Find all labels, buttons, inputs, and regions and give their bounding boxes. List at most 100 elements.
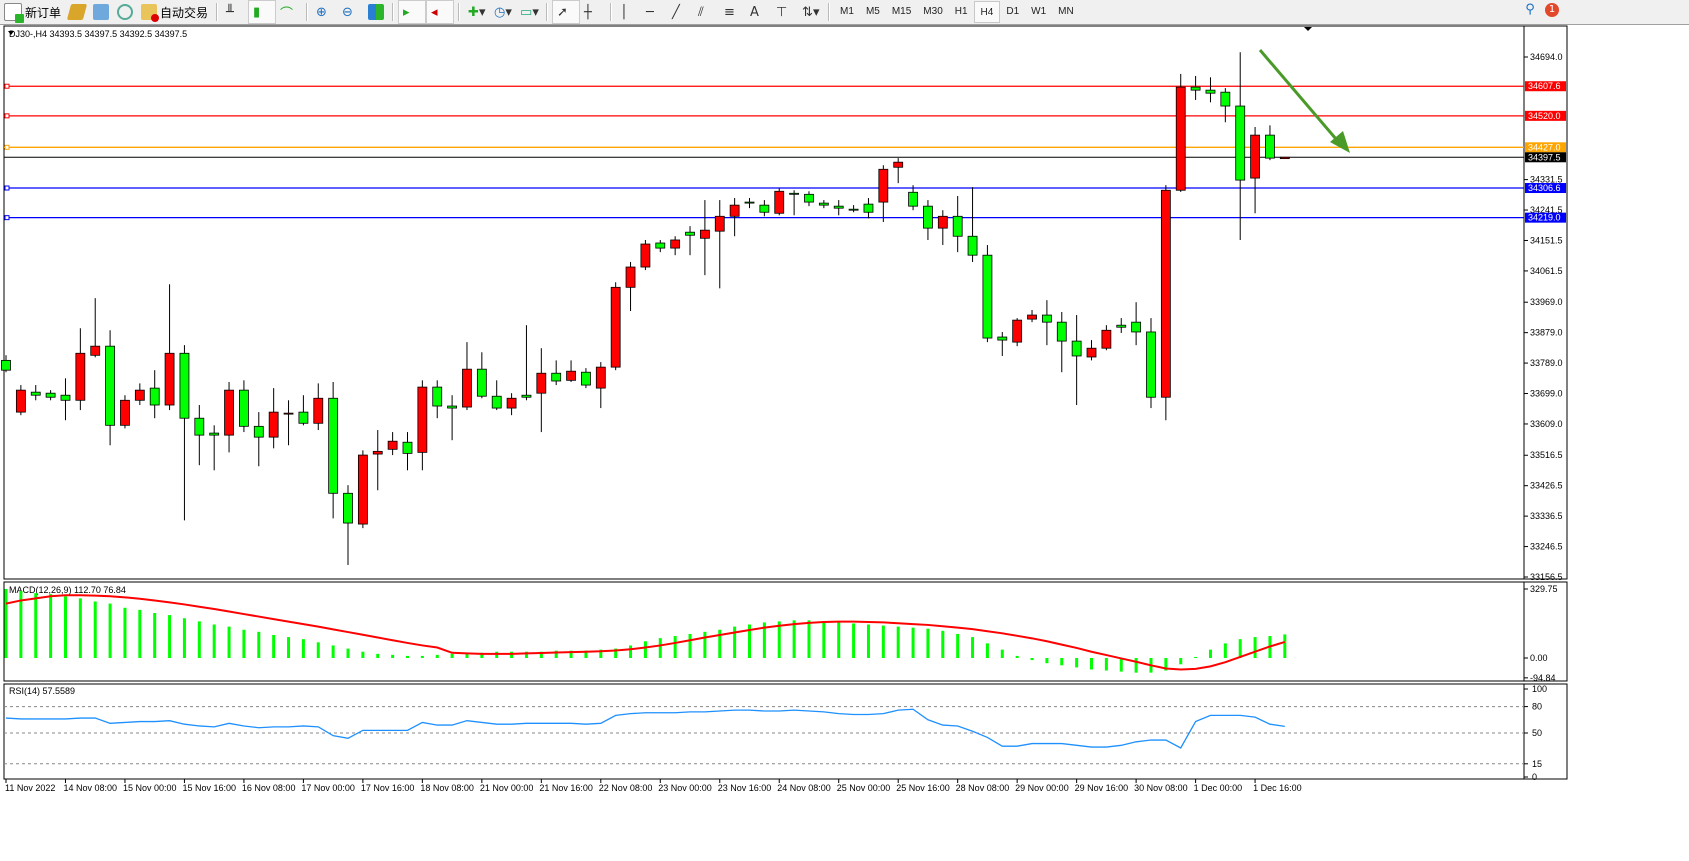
rsi-tick-label: 50: [1532, 728, 1542, 738]
macd-bar: [34, 593, 38, 658]
line-handle[interactable]: [4, 144, 10, 150]
zoom-in-button[interactable]: ⊕: [312, 1, 338, 23]
macd-bar: [465, 652, 469, 658]
new-order-button[interactable]: 新订单: [0, 1, 65, 23]
timeframe-d1[interactable]: D1: [1006, 5, 1020, 17]
candle-body: [566, 370, 576, 381]
navigator-button[interactable]: [89, 1, 113, 23]
macd-bar: [911, 627, 915, 658]
market-watch-button[interactable]: [65, 1, 89, 23]
auto-trading-button[interactable]: 自动交易: [137, 1, 212, 23]
candle-body: [818, 202, 829, 206]
symbol-menu-icon[interactable]: [8, 31, 14, 35]
time-label: 18 Nov 08:00: [420, 783, 474, 793]
zoom-in-icon: ⊕: [316, 4, 327, 20]
auto-scroll-button[interactable]: ▸: [398, 0, 427, 24]
timeframe-m30[interactable]: M30: [923, 5, 943, 17]
timeframe-m1[interactable]: M1: [840, 5, 854, 17]
crosshair-button[interactable]: ┼: [580, 1, 606, 23]
zoom-out-button[interactable]: ⊖: [338, 1, 364, 23]
notification-icon[interactable]: 1: [1545, 2, 1559, 17]
candle-body: [670, 239, 681, 249]
candle-body: [908, 191, 918, 207]
time-label: 21 Nov 16:00: [539, 783, 593, 793]
time-label: 22 Nov 08:00: [599, 783, 653, 793]
candle-body: [298, 411, 309, 424]
zoom-out-icon: ⊖: [342, 4, 353, 20]
timeframe-m15[interactable]: M15: [891, 5, 912, 17]
timeframe-mn[interactable]: MN: [1058, 5, 1074, 17]
rsi-tick-label: 80: [1532, 702, 1542, 712]
arrows-button[interactable]: ⇅ ▾: [802, 4, 820, 20]
periods-button[interactable]: ◷ ▾: [494, 4, 512, 20]
candle-body: [833, 205, 844, 209]
candle-body: [1116, 324, 1127, 328]
chart-window[interactable]: DJ30-,H4 34393.5 34397.5 34392.5 34397.5…: [0, 25, 1689, 861]
candle-body: [1, 359, 11, 371]
templates-button[interactable]: ▭ ▾: [520, 4, 539, 20]
candle: [75, 328, 86, 411]
candle: [536, 348, 547, 433]
cursor-button[interactable]: ➚: [552, 0, 581, 24]
candle-body: [30, 391, 41, 396]
line-handle[interactable]: [4, 215, 10, 221]
crosshair-icon: ┼: [584, 4, 592, 20]
indicators-button[interactable]: ✚ ▾: [468, 4, 486, 20]
candle: [45, 390, 56, 401]
equidistant-channel-button[interactable]: ⫽: [694, 1, 720, 23]
toolbar-divider: [306, 3, 309, 21]
candle-body: [506, 397, 517, 409]
macd-bar: [1223, 643, 1227, 658]
chart-header: DJ30-,H4 34393.5 34397.5 34392.5 34397.5: [9, 29, 187, 39]
bar-chart-button[interactable]: ╨: [222, 1, 248, 23]
candle-body: [328, 397, 339, 494]
line-handle[interactable]: [4, 113, 10, 119]
macd-bar: [718, 629, 722, 658]
candle: [625, 261, 636, 311]
search-icon[interactable]: ⚲: [1525, 2, 1535, 17]
candlestick-icon: ▮: [253, 4, 261, 20]
horizontal-line-button[interactable]: ─: [642, 1, 668, 23]
text-label-button[interactable]: ⊤: [772, 1, 798, 23]
macd-bar: [287, 637, 291, 658]
macd-bar: [539, 651, 543, 658]
candle: [1175, 73, 1186, 192]
timeframe-h1[interactable]: H1: [954, 5, 968, 17]
timeframe-h4[interactable]: H4: [973, 1, 1001, 23]
time-label: 16 Nov 08:00: [242, 783, 296, 793]
price-tick-label: 34241.5: [1530, 205, 1563, 215]
signals-button[interactable]: [113, 1, 137, 23]
candle: [581, 368, 591, 389]
tile-windows-button[interactable]: [364, 1, 388, 23]
macd-bar: [1238, 639, 1242, 658]
macd-bar: [108, 603, 112, 658]
text-icon: A: [750, 4, 759, 20]
candle-body: [967, 235, 978, 256]
candle-body: [105, 345, 115, 426]
line-handle[interactable]: [4, 185, 10, 191]
candle-body: [729, 204, 740, 217]
candle-body: [1190, 86, 1201, 91]
candle: [521, 325, 532, 401]
timeframe-w1[interactable]: W1: [1031, 5, 1047, 17]
timeframe-m5[interactable]: M5: [865, 5, 880, 17]
fibonacci-button[interactable]: ≡: [720, 1, 746, 23]
level-price-label: 34306.6: [1528, 183, 1561, 193]
line-chart-button[interactable]: ⌒: [276, 1, 302, 23]
rsi-tick-label: 100: [1532, 684, 1547, 694]
text-button[interactable]: A: [746, 1, 772, 23]
vertical-line-button[interactable]: │: [616, 1, 642, 23]
candle: [224, 382, 234, 453]
candle-body: [893, 161, 904, 168]
candle: [923, 200, 933, 240]
price-tick-label: 34061.5: [1530, 266, 1563, 276]
line-handle[interactable]: [4, 83, 10, 89]
candlestick-button[interactable]: ▮: [248, 0, 277, 24]
macd-bar: [316, 642, 320, 658]
level-price-box: [1525, 212, 1566, 223]
price-tick-label: 33699.0: [1530, 389, 1563, 399]
trendline-button[interactable]: ╱: [668, 1, 694, 23]
chart-shift-button[interactable]: ◂: [426, 0, 455, 24]
time-label: 14 Nov 08:00: [63, 783, 117, 793]
candle-body: [655, 242, 666, 249]
